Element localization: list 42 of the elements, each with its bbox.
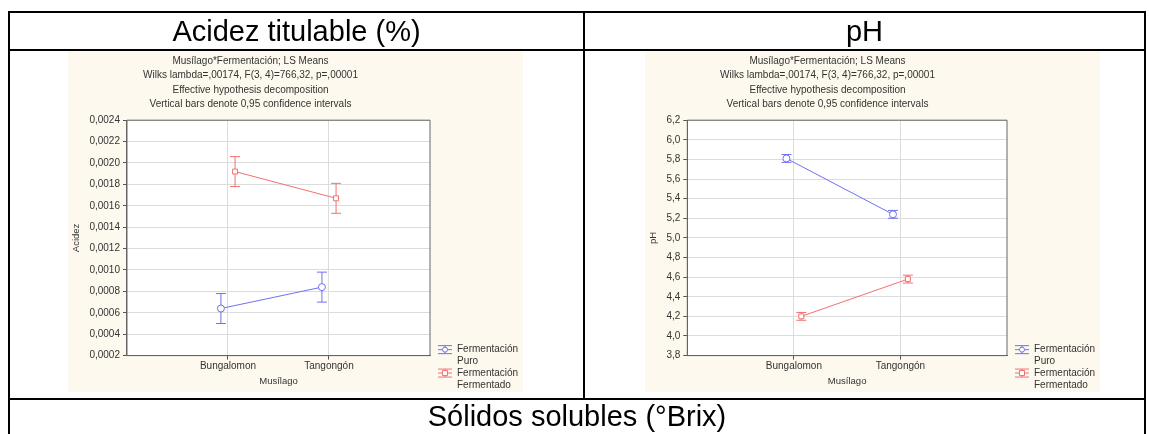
- y-tick-label: 3,8: [666, 349, 681, 361]
- y-tick-label: 0,0022: [89, 135, 121, 147]
- y-axis-title: pH: [647, 231, 659, 244]
- y-tick-label: 6,2: [666, 113, 681, 125]
- x-tick-label: Bungalomon: [765, 360, 822, 372]
- y-tick-label: 0,0010: [89, 263, 121, 275]
- y-tick-label: 0,0002: [89, 349, 121, 361]
- y-axis-title: Acidez: [70, 223, 82, 253]
- y-tick-label: 4,4: [666, 290, 681, 302]
- x-tick-label: Bungalomon: [199, 360, 257, 372]
- y-tick-label: 0,0004: [89, 327, 121, 339]
- y-tick-label: 0,0018: [89, 178, 121, 190]
- chart-title: Acidez titulable (%): [10, 13, 583, 51]
- x-axis-title: Musílago: [259, 374, 298, 386]
- y-tick-label: 6,0: [666, 133, 681, 145]
- legend-label: Fermentación Puro: [1034, 343, 1096, 367]
- chart-title: pH: [585, 13, 1144, 51]
- y-tick-label: 0,0020: [89, 156, 121, 168]
- y-tick-label: 0,0008: [89, 285, 121, 297]
- y-tick-label: 5,2: [666, 212, 681, 224]
- y-tick-label: 0,0014: [89, 220, 121, 232]
- y-tick-label: 5,6: [666, 172, 681, 184]
- legend-label: Fermentación Puro: [457, 343, 519, 367]
- chart-subtitle: Musílago*Fermentación; LS Means Wilks lambda=,00174, F(3, 4)=766,32, p=,00001 Effective hypothesis decomposition Vertical bars denote 0,95 confidence intervals: [720, 54, 936, 109]
- chart-subtitle: Musílago*Fermentación; LS Means Wilks lambda=,00174, F(3, 4)=766,32, p=,00001 Effective hypothesis decomposition Vertical bars denote 0,95 confidence intervals: [143, 54, 359, 109]
- legend-label: Fermentación Fermentado: [1034, 366, 1096, 390]
- y-tick-label: 5,8: [666, 153, 681, 165]
- x-axis-title: Musílago: [827, 374, 867, 386]
- y-tick-label: 0,0016: [89, 199, 121, 211]
- y-tick-label: 0,0012: [89, 242, 121, 254]
- y-tick-label: 0,0006: [89, 306, 121, 318]
- y-tick-label: 5,4: [666, 192, 681, 204]
- x-tick-label: Tangongón: [875, 360, 926, 372]
- y-tick-label: 4,8: [666, 251, 681, 263]
- y-tick-label: 4,6: [666, 270, 681, 282]
- y-tick-label: 4,2: [666, 310, 681, 322]
- legend-label: Fermentación Fermentado: [457, 366, 519, 390]
- x-tick-label: Tangongón: [304, 360, 354, 372]
- y-tick-label: 4,0: [666, 329, 681, 341]
- y-tick-label: 0,0024: [89, 113, 121, 125]
- y-tick-label: 5,0: [666, 231, 681, 243]
- text: Sólidos solubles (°Brix): [10, 400, 1144, 432]
